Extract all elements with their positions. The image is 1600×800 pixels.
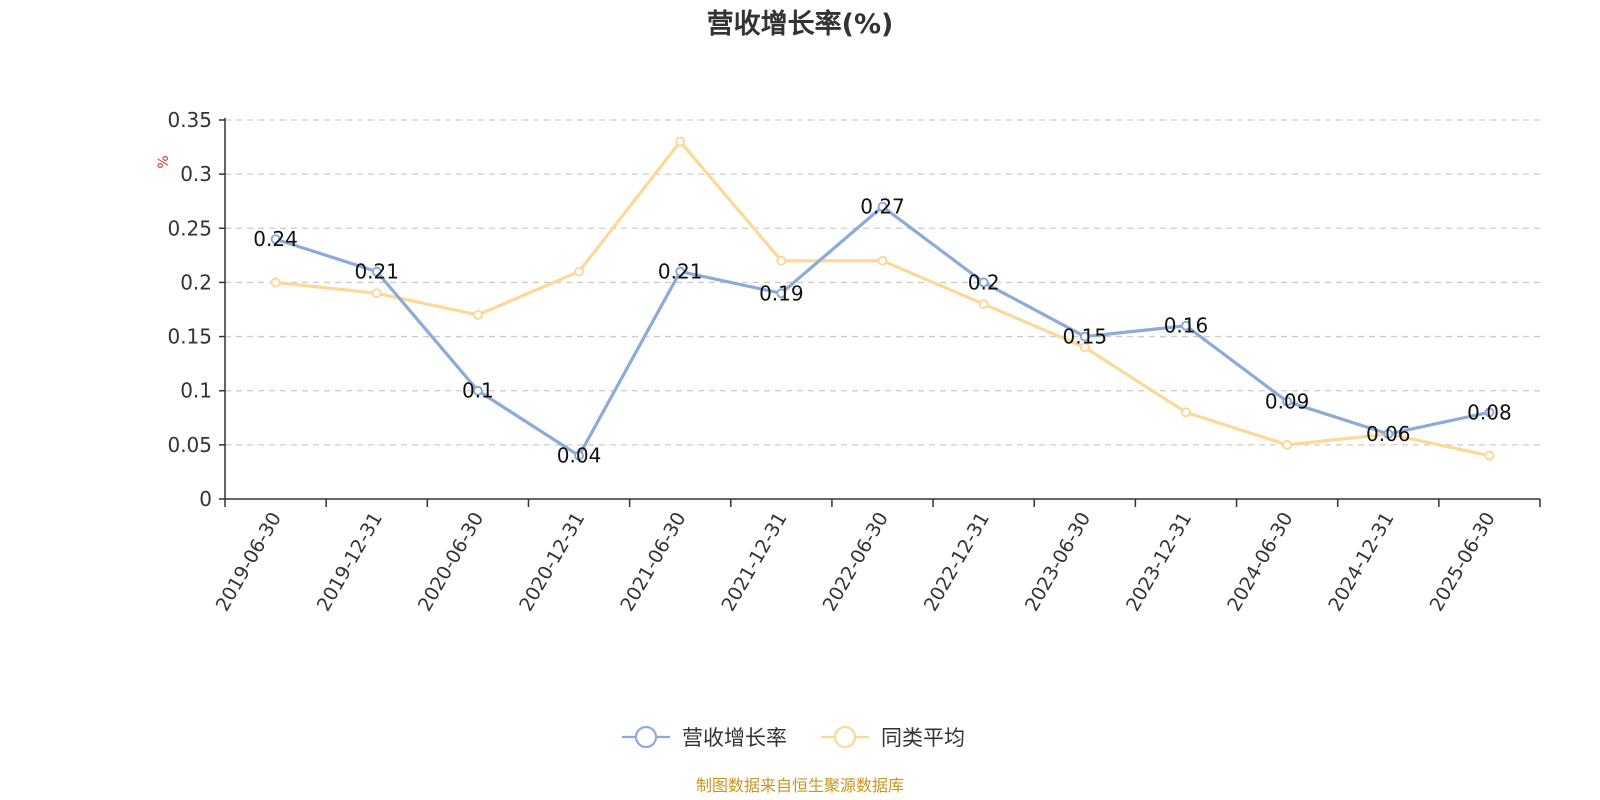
series-point: [1282, 396, 1293, 407]
x-tick-label: 2022-06-30: [819, 509, 893, 616]
y-tick-label: 0.05: [167, 433, 212, 457]
y-tick-label: 0.2: [180, 270, 212, 294]
legend-marker-icon: [833, 725, 857, 749]
x-tick-label: 2019-06-30: [212, 509, 286, 616]
series-point: [1282, 439, 1293, 450]
legend-item-revenue-growth[interactable]: 营收增长率: [622, 725, 787, 750]
data-label: 0.08: [1467, 400, 1512, 424]
series-point: [776, 288, 787, 299]
x-tick-label: 2025-06-30: [1425, 509, 1499, 616]
grid-lines: [225, 119, 1540, 446]
data-label: 0.16: [1164, 314, 1209, 338]
data-label: 0.24: [253, 227, 298, 251]
series-lines: [270, 136, 1495, 461]
x-tick-label: 2020-12-31: [515, 509, 589, 616]
y-axis-unit-label: %: [156, 155, 172, 168]
legend-item-peer-average[interactable]: 同类平均: [821, 725, 965, 750]
data-label: 0.19: [759, 281, 804, 305]
data-label: 0.15: [1063, 325, 1108, 349]
series-point: [1484, 450, 1495, 461]
series-point: [776, 255, 787, 266]
series-point: [1180, 407, 1191, 418]
data-label: 0.27: [860, 195, 905, 219]
data-label: 0.06: [1366, 422, 1411, 446]
legend-marker-icon: [634, 725, 658, 749]
series-point: [1180, 320, 1191, 331]
y-tick-label: 0: [199, 487, 212, 511]
data-label: 0.04: [557, 444, 602, 468]
axes: 0 0.05 0.1 0.15 0.2 0.25 0.3 0.35 2019-06-30 2019…: [167, 108, 1541, 616]
legend-label: 同类平均: [881, 726, 965, 750]
source-note: 制图数据来自恒生聚源数据库: [696, 776, 904, 795]
series-point: [574, 266, 585, 277]
y-tick-label: 0.25: [167, 216, 212, 240]
data-label: 0.21: [658, 260, 703, 284]
x-tick-label: 2023-12-31: [1122, 509, 1196, 616]
y-tick-label: 0.15: [167, 325, 212, 349]
legend[interactable]: 营收增长率 同类平均: [622, 725, 965, 750]
series-point: [270, 234, 281, 245]
x-tick-label: 2024-12-31: [1324, 509, 1398, 616]
x-tick-label: 2024-06-30: [1223, 509, 1297, 616]
series-point: [574, 450, 585, 461]
series-point: [1383, 429, 1394, 440]
series-point: [675, 136, 686, 147]
x-tick-label: 2021-12-31: [717, 509, 791, 616]
series-point: [472, 309, 483, 320]
chart-title: 营收增长率(%): [707, 8, 894, 40]
x-tick-label: 2023-06-30: [1021, 509, 1095, 616]
series-point: [877, 255, 888, 266]
series-line-revenue-growth: [273, 205, 1492, 458]
data-label: 0.09: [1265, 390, 1310, 414]
data-label: 0.1: [462, 379, 494, 403]
series-point: [472, 385, 483, 396]
legend-label: 营收增长率: [682, 726, 787, 750]
series-point: [978, 277, 989, 288]
x-tick-label: 2022-12-31: [920, 509, 994, 616]
x-tick-label: 2021-06-30: [616, 509, 690, 616]
series-point: [1079, 331, 1090, 342]
series-point: [675, 266, 686, 277]
x-tick-label: 2020-06-30: [414, 509, 488, 616]
series-point: [371, 266, 382, 277]
series-point: [1079, 342, 1090, 353]
y-tick-label: 0.1: [180, 379, 212, 403]
data-label: 0.21: [354, 260, 399, 284]
series-point: [877, 201, 888, 212]
series-point: [978, 299, 989, 310]
data-label: 0.2: [968, 270, 1000, 294]
data-labels: 0.24 0.21 0.1 0.04 0.21 0.19 0.27 0.2 0.15 0.16 0.…: [253, 195, 1511, 468]
x-tick-label: 2019-12-31: [313, 509, 387, 616]
y-tick-label: 0.3: [180, 162, 212, 186]
series-point: [270, 277, 281, 288]
series-point: [1484, 407, 1495, 418]
y-tick-label: 0.35: [167, 108, 212, 132]
series-point: [371, 288, 382, 299]
